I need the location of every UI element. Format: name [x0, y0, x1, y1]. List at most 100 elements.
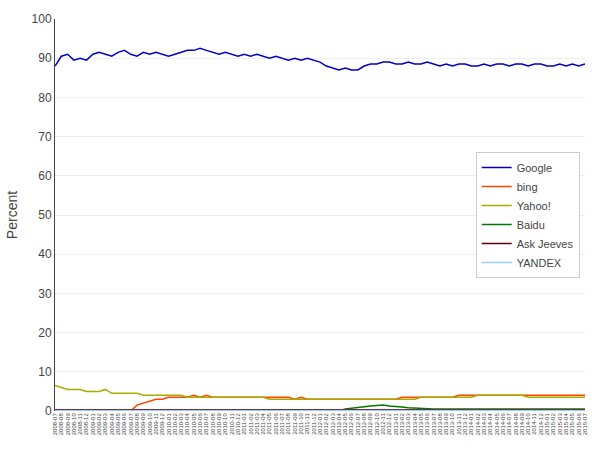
svg-text:2014-12: 2014-12 [538, 413, 544, 436]
svg-text:2010-09: 2010-09 [216, 413, 222, 436]
svg-text:bing: bing [517, 181, 538, 193]
svg-text:2014-04: 2014-04 [487, 413, 493, 436]
svg-text:2009-03: 2009-03 [102, 413, 108, 436]
svg-text:2009-10: 2009-10 [147, 413, 153, 436]
svg-text:2012-06: 2012-06 [349, 413, 355, 436]
svg-text:2010-04: 2010-04 [184, 413, 190, 436]
svg-text:10: 10 [38, 365, 52, 379]
svg-text:2011-02: 2011-02 [248, 413, 254, 435]
svg-text:2011-07: 2011-07 [279, 413, 285, 435]
svg-text:2013-01: 2013-01 [393, 413, 399, 436]
svg-text:Google: Google [517, 162, 552, 174]
svg-text:50: 50 [38, 208, 52, 222]
svg-text:2012-11: 2012-11 [380, 413, 386, 435]
svg-text:2011-11: 2011-11 [304, 413, 310, 435]
svg-text:2013-06: 2013-06 [424, 413, 430, 436]
svg-text:2009-04: 2009-04 [109, 413, 115, 436]
svg-text:2010-10: 2010-10 [222, 413, 228, 436]
svg-text:Ask Jeeves: Ask Jeeves [517, 238, 574, 250]
svg-text:2011-05: 2011-05 [266, 413, 272, 435]
svg-text:2009-07: 2009-07 [128, 413, 134, 436]
svg-text:2014-06: 2014-06 [500, 413, 506, 436]
svg-text:2010-05: 2010-05 [191, 413, 197, 436]
svg-text:2015-04: 2015-04 [563, 413, 569, 436]
svg-text:2013-11: 2013-11 [456, 413, 462, 435]
svg-text:2010-08: 2010-08 [210, 413, 216, 436]
svg-text:2011-08: 2011-08 [285, 413, 291, 435]
svg-text:2014-01: 2014-01 [468, 413, 474, 436]
svg-text:2008-11: 2008-11 [77, 413, 83, 435]
svg-text:2014-05: 2014-05 [494, 413, 500, 436]
svg-text:2010-11: 2010-11 [229, 413, 235, 435]
svg-text:40: 40 [38, 247, 52, 261]
svg-text:2014-08: 2014-08 [513, 413, 519, 436]
svg-text:2010-06: 2010-06 [197, 413, 203, 436]
svg-text:70: 70 [38, 130, 52, 144]
svg-text:2012-07: 2012-07 [355, 413, 361, 436]
svg-text:2009-11: 2009-11 [153, 413, 159, 435]
svg-text:2012-05: 2012-05 [342, 413, 348, 436]
svg-text:60: 60 [38, 169, 52, 183]
svg-text:90: 90 [38, 51, 52, 65]
svg-text:2010-02: 2010-02 [172, 413, 178, 436]
svg-text:2014-03: 2014-03 [481, 413, 487, 436]
svg-text:2008-10: 2008-10 [71, 413, 77, 436]
svg-text:2011-12: 2011-12 [311, 413, 317, 435]
svg-text:2015-02: 2015-02 [550, 413, 556, 436]
svg-text:2009-06: 2009-06 [121, 413, 127, 436]
svg-text:2012-10: 2012-10 [374, 413, 380, 436]
svg-text:2011-09: 2011-09 [292, 413, 298, 435]
svg-text:2009-02: 2009-02 [96, 413, 102, 436]
svg-text:2015-07: 2015-07 [582, 413, 588, 436]
svg-text:2010-01: 2010-01 [166, 413, 172, 436]
svg-text:2008-07: 2008-07 [52, 413, 58, 436]
svg-text:Percent: Percent [4, 191, 20, 239]
svg-text:2011-04: 2011-04 [260, 413, 266, 435]
svg-text:20: 20 [38, 326, 52, 340]
svg-text:2010-03: 2010-03 [178, 413, 184, 436]
svg-text:2013-07: 2013-07 [431, 413, 437, 436]
svg-text:2013-08: 2013-08 [437, 413, 443, 436]
svg-text:2013-10: 2013-10 [449, 413, 455, 436]
svg-text:2015-06: 2015-06 [576, 413, 582, 436]
svg-text:100: 100 [32, 12, 52, 26]
svg-text:2008-09: 2008-09 [65, 413, 71, 436]
svg-text:Baidu: Baidu [517, 219, 545, 231]
svg-text:80: 80 [38, 91, 52, 105]
svg-text:2015-01: 2015-01 [544, 413, 550, 436]
svg-text:2009-05: 2009-05 [115, 413, 121, 436]
svg-text:2011-06: 2011-06 [273, 413, 279, 435]
svg-text:2012-01: 2012-01 [317, 413, 323, 436]
svg-text:2014-09: 2014-09 [519, 413, 525, 436]
svg-text:2012-02: 2012-02 [323, 413, 329, 436]
svg-text:YANDEX: YANDEX [517, 257, 562, 269]
svg-text:2009-08: 2009-08 [134, 413, 140, 436]
svg-text:2009-12: 2009-12 [159, 413, 165, 436]
svg-text:2010-12: 2010-12 [235, 413, 241, 436]
svg-text:2014-02: 2014-02 [475, 413, 481, 436]
svg-text:2012-08: 2012-08 [361, 413, 367, 436]
svg-text:2011-10: 2011-10 [298, 413, 304, 435]
svg-text:2011-01: 2011-01 [241, 413, 247, 435]
svg-text:2013-04: 2013-04 [412, 413, 418, 436]
svg-text:2009-01: 2009-01 [90, 413, 96, 436]
svg-text:2012-12: 2012-12 [386, 413, 392, 436]
svg-text:2014-10: 2014-10 [525, 413, 531, 436]
svg-text:2014-07: 2014-07 [506, 413, 512, 436]
svg-text:2012-03: 2012-03 [330, 413, 336, 436]
svg-text:2013-12: 2013-12 [462, 413, 468, 436]
svg-text:2012-04: 2012-04 [336, 413, 342, 436]
svg-text:2011-03: 2011-03 [254, 413, 260, 435]
svg-text:2010-07: 2010-07 [203, 413, 209, 436]
svg-text:2015-05: 2015-05 [569, 413, 575, 436]
svg-text:30: 30 [38, 287, 52, 301]
svg-text:2013-02: 2013-02 [399, 413, 405, 436]
svg-text:2013-03: 2013-03 [405, 413, 411, 436]
svg-text:2014-11: 2014-11 [531, 413, 537, 435]
svg-text:2008-08: 2008-08 [58, 413, 64, 436]
svg-text:2013-05: 2013-05 [418, 413, 424, 436]
svg-text:2008-12: 2008-12 [84, 413, 90, 436]
svg-text:Yahoo!: Yahoo! [517, 200, 551, 212]
svg-text:2009-09: 2009-09 [140, 413, 146, 436]
svg-text:2015-03: 2015-03 [557, 413, 563, 436]
